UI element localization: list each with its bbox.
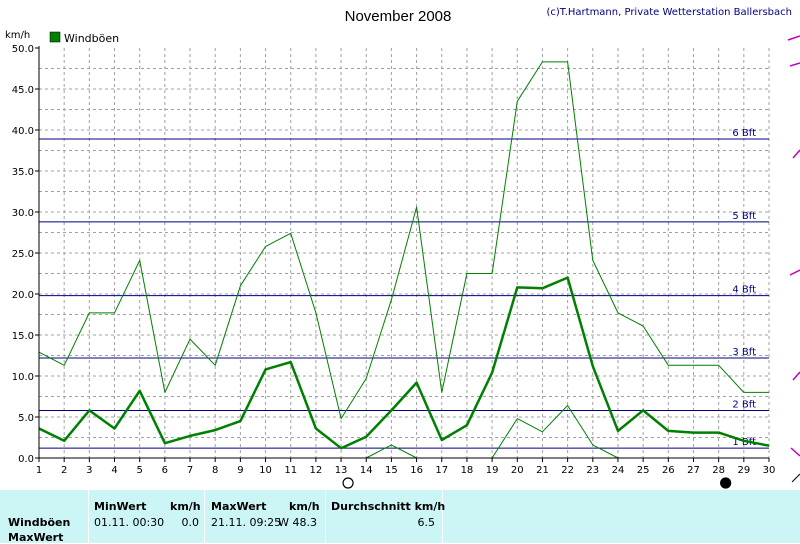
table-divider <box>442 490 443 543</box>
x-tick-label: 16 <box>410 465 423 476</box>
x-tick-label: 11 <box>284 465 297 476</box>
row-label-maxwert: MaxWert <box>8 531 64 544</box>
table-divider <box>88 490 89 543</box>
y-tick-label: 5.0 <box>18 413 34 424</box>
edge-mark <box>789 269 800 276</box>
beaufort-label: 6 Bft <box>732 128 756 139</box>
x-tick-label: 13 <box>335 465 348 476</box>
legend-swatch <box>49 31 61 43</box>
edge-mark <box>790 447 800 457</box>
grid <box>39 48 770 458</box>
x-tick-label: 3 <box>86 465 92 476</box>
x-tick-label: 1 <box>36 465 42 476</box>
y-axis-unit: km/h <box>5 30 30 41</box>
x-tick-label: 26 <box>662 465 675 476</box>
beaufort-lines: 1 Bft 2 Bft 3 Bft 4 Bft 5 Bft 6 Bft <box>39 128 769 449</box>
edge-mark <box>787 35 800 41</box>
x-tick-label: 7 <box>187 465 193 476</box>
min-unit-header: km/h <box>170 500 201 513</box>
max-time: 21.11. 09:25 <box>211 516 282 529</box>
y-tick-label: 25.0 <box>12 249 34 260</box>
x-tick-label: 8 <box>212 465 218 476</box>
x-tick-label: 6 <box>162 465 168 476</box>
y-tick-label: 30.0 <box>12 208 34 219</box>
y-tick-label: 10.0 <box>12 372 34 383</box>
edge-mark <box>792 149 800 159</box>
series-line-min <box>365 444 417 459</box>
new-moon-icon <box>720 477 732 489</box>
x-tick-label: 10 <box>259 465 272 476</box>
beaufort-label: 2 Bft <box>732 399 756 410</box>
edge-mark <box>791 473 800 483</box>
y-tick-label: 15.0 <box>12 331 34 342</box>
x-tick-label: 14 <box>360 465 373 476</box>
x-tick-label: 12 <box>310 465 323 476</box>
summary-table: MinWert km/h MaxWert km/h Durchschnitt k… <box>0 490 800 544</box>
beaufort-label: 1 Bft <box>732 437 756 448</box>
x-tick-label: 17 <box>435 465 448 476</box>
row-label-windboeen: Windböen <box>8 516 71 529</box>
avg-value: 6.5 <box>417 516 436 529</box>
table-divider <box>325 490 326 543</box>
beaufort-label: 5 Bft <box>732 211 756 222</box>
x-tick-label: 15 <box>385 465 398 476</box>
series-line-average <box>38 276 770 450</box>
x-tick-label: 21 <box>536 465 549 476</box>
y-tick-label: 35.0 <box>12 167 34 178</box>
chart-title: November 2008 <box>345 8 452 25</box>
x-tick-label: 20 <box>511 465 524 476</box>
y-tick-label: 0.0 <box>18 454 34 465</box>
min-value: 0.0 <box>181 516 200 529</box>
table-divider <box>204 490 205 543</box>
beaufort-label: 4 Bft <box>732 285 756 296</box>
right-edge-marks <box>787 35 800 483</box>
y-tick-label: 40.0 <box>12 126 34 137</box>
y-tick-label: 45.0 <box>12 85 34 96</box>
series <box>38 61 770 459</box>
x-tick-label: 27 <box>687 465 700 476</box>
x-tick-label: 23 <box>586 465 599 476</box>
x-tick-label: 24 <box>612 465 625 476</box>
avg-header: Durchschnitt km/h <box>331 500 446 513</box>
x-tick-label: 18 <box>461 465 474 476</box>
x-tick-label: 28 <box>712 465 725 476</box>
edge-mark <box>792 371 800 381</box>
max-value: W 48.3 <box>278 516 317 529</box>
wind-chart: November 2008 (c)T.Hartmann, Private Wet… <box>5 7 800 489</box>
credit-text: (c)T.Hartmann, Private Wetterstation Bal… <box>546 7 792 18</box>
max-unit-header: km/h <box>289 500 320 513</box>
x-tick-label: 5 <box>137 465 143 476</box>
legend-label: Windböen <box>64 32 119 45</box>
beaufort-label: 3 Bft <box>732 347 756 358</box>
x-tick-label: 9 <box>237 465 243 476</box>
axes: 0.0 5.0 10.0 15.0 20.0 25.0 30.0 35.0 40.0 45.0 50… <box>12 44 776 476</box>
x-tick-label: 2 <box>61 465 67 476</box>
y-tick-label: 50.0 <box>12 44 34 55</box>
x-tick-label: 29 <box>737 465 750 476</box>
series-line-min <box>491 405 619 459</box>
full-moon-icon <box>342 477 354 489</box>
min-header: MinWert <box>94 500 147 513</box>
x-tick-label: 30 <box>763 465 776 476</box>
x-tick-label: 4 <box>111 465 117 476</box>
series-line-max <box>38 61 769 420</box>
legend: Windböen <box>49 31 119 45</box>
x-tick-label: 19 <box>486 465 499 476</box>
y-tick-label: 20.0 <box>12 290 34 301</box>
x-tick-label: 25 <box>637 465 650 476</box>
moon-phases <box>342 477 732 489</box>
max-header: MaxWert <box>211 500 267 513</box>
x-tick-label: 22 <box>561 465 574 476</box>
edge-mark <box>789 62 800 67</box>
min-time: 01.11. 00:30 <box>94 516 165 529</box>
